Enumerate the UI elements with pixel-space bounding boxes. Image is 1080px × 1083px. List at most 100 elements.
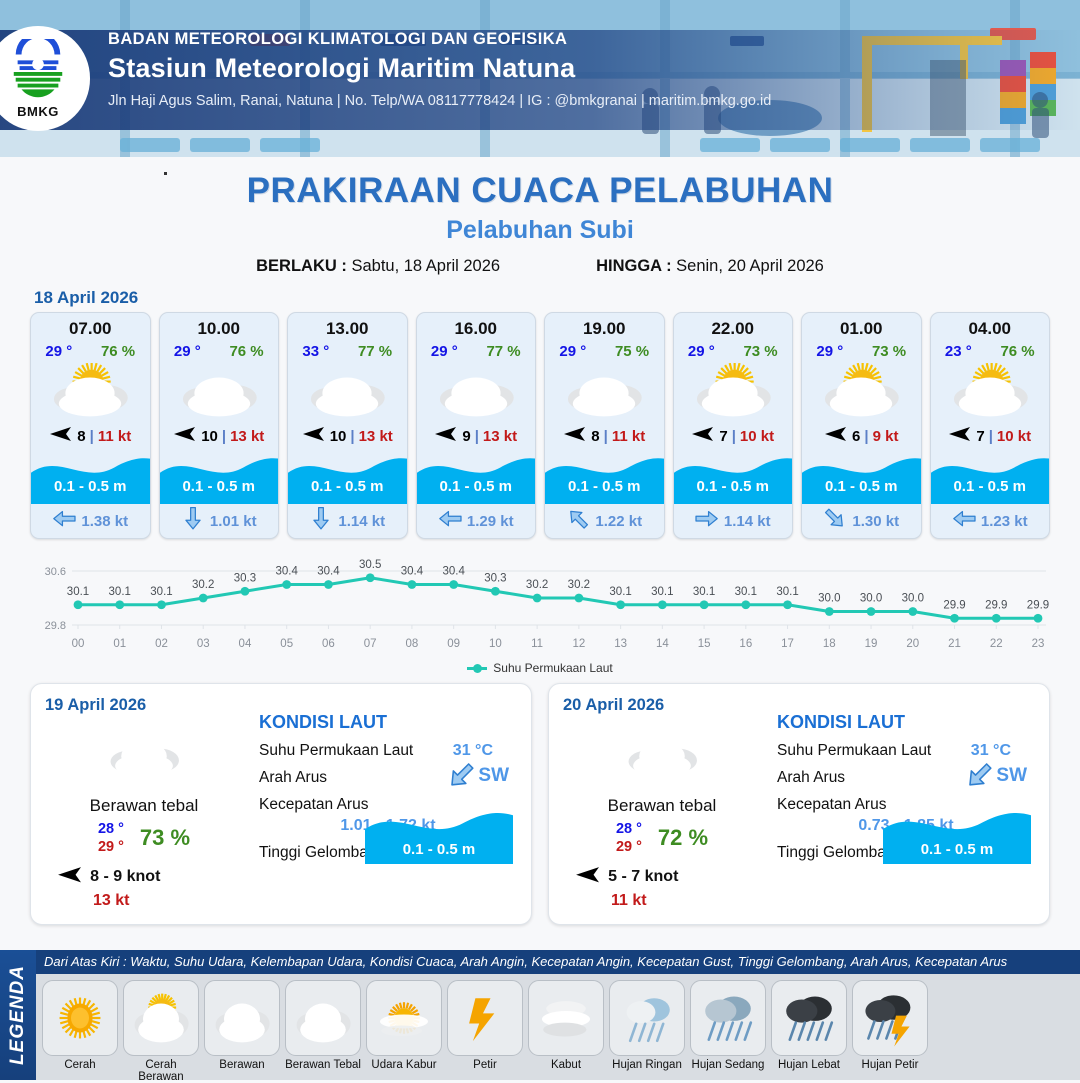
- forecast-time: 10.00: [160, 319, 279, 339]
- current-direction-arrow: [823, 510, 847, 531]
- legend-item-label: Berawan Tebal: [285, 1059, 361, 1071]
- svg-text:22: 22: [990, 638, 1003, 650]
- daily-forecast-panel[interactable]: 19 April 2026 Berawan tebal 28 ° 29 ° 73…: [30, 683, 532, 925]
- panel-temp-max: 29 °: [616, 838, 642, 856]
- legend-item: Kabut: [528, 980, 604, 1083]
- forecast-time: 16.00: [417, 319, 536, 339]
- svg-text:08: 08: [406, 638, 419, 650]
- contact-line: Jln Haji Agus Salim, Ranai, Natuna | No.…: [108, 93, 771, 109]
- current-direction-icon: [313, 507, 330, 531]
- svg-text:30.1: 30.1: [651, 586, 673, 598]
- gust-speed: 10 kt: [997, 428, 1031, 445]
- air-temperature: 23 °: [945, 343, 972, 360]
- wind-direction-arrow: [563, 426, 587, 446]
- wave-height-block: 0.1 - 0.5 m: [931, 452, 1050, 504]
- valid-from: BERLAKU : Sabtu, 18 April 2026: [256, 257, 500, 276]
- legend-item-label: Udara Kabur: [366, 1059, 442, 1071]
- wave-height-block: 0.1 - 0.5 m: [160, 452, 279, 504]
- legend-item-label: Berawan: [204, 1059, 280, 1071]
- svg-text:30.5: 30.5: [359, 559, 381, 571]
- forecast-card[interactable]: 01.00 29 ° 73 % 6 | 9 kt 0.1 - 0.5 m 1.3…: [801, 312, 922, 539]
- daily-forecast-panel[interactable]: 20 April 2026 Berawan tebal 28 ° 29 ° 72…: [548, 683, 1050, 925]
- svg-text:29.9: 29.9: [943, 599, 965, 611]
- current-direction-arrow: [438, 510, 462, 531]
- svg-text:30.1: 30.1: [776, 586, 798, 598]
- svg-text:19: 19: [865, 638, 878, 650]
- wind-direction-arrow: [302, 426, 326, 446]
- svg-text:30.3: 30.3: [484, 572, 506, 584]
- current-speed-label: Kecepatan Arus: [259, 796, 368, 813]
- forecast-card[interactable]: 16.00 29 ° 77 % 9 | 13 kt 0.1 - 0.5 m 1.…: [416, 312, 537, 539]
- svg-text:15: 15: [698, 638, 711, 650]
- gust-speed: 10 kt: [740, 428, 774, 445]
- wind-direction-icon: [691, 426, 715, 442]
- legend-item-label: Hujan Petir: [852, 1059, 928, 1071]
- legend-item-label: Petir: [447, 1059, 523, 1071]
- forecast-card[interactable]: 13.00 33 ° 77 % 10 | 13 kt 0.1 - 0.5 m 1…: [287, 312, 408, 539]
- wind-direction-icon: [563, 426, 587, 442]
- weather-condition-icon: [674, 362, 793, 422]
- legend-body: Dari Atas Kiri : Waktu, Suhu Udara, Kele…: [36, 950, 1080, 1080]
- header-text-block: BADAN METEOROLOGI KLIMATOLOGI DAN GEOFIS…: [108, 30, 771, 109]
- air-temperature: 29 °: [688, 343, 715, 360]
- current-direction-icon: [184, 507, 201, 531]
- panel-condition: Berawan tebal: [49, 796, 239, 816]
- svg-text:21: 21: [948, 638, 961, 650]
- forecast-time: 07.00: [31, 319, 150, 339]
- legend-icon-kabut: [528, 980, 604, 1056]
- legend-item: Hujan Ringan: [609, 980, 685, 1083]
- forecast-day-label: 18 April 2026: [34, 288, 1080, 308]
- wind-separator: |: [864, 428, 868, 445]
- svg-text:05: 05: [280, 638, 293, 650]
- svg-text:30.4: 30.4: [276, 566, 299, 578]
- legend-item-label: Hujan Ringan: [609, 1059, 685, 1071]
- forecast-card[interactable]: 04.00 23 ° 76 % 7 | 10 kt 0.1 - 0.5 m 1.…: [930, 312, 1051, 539]
- current-speed: 1.14 kt: [338, 513, 385, 530]
- current-direction-icon: [438, 510, 462, 527]
- svg-text:30.1: 30.1: [67, 586, 89, 598]
- forecast-card[interactable]: 22.00 29 ° 73 % 7 | 10 kt 0.1 - 0.5 m 1.…: [673, 312, 794, 539]
- wind-direction-arrow: [434, 426, 458, 446]
- forecast-card[interactable]: 19.00 29 ° 75 % 8 | 11 kt 0.1 - 0.5 m 1.…: [544, 312, 665, 539]
- humidity: 73 %: [743, 343, 777, 360]
- wind-direction-icon: [434, 426, 458, 442]
- legend-item-label: Kabut: [528, 1059, 604, 1071]
- panel-temp-min: 28 °: [98, 820, 124, 838]
- current-speed: 1.38 kt: [81, 513, 128, 530]
- humidity: 73 %: [872, 343, 906, 360]
- current-direction-icon: [952, 510, 976, 527]
- weather-condition-icon: [417, 362, 536, 422]
- panel-condition: Berawan tebal: [567, 796, 757, 816]
- gust-speed: 13 kt: [230, 428, 264, 445]
- current-direction-icon: [52, 510, 76, 527]
- validity-row: BERLAKU : Sabtu, 18 April 2026 HINGGA : …: [0, 257, 1080, 276]
- legend-item: Berawan: [204, 980, 280, 1083]
- wind-direction-icon: [575, 866, 601, 883]
- legend-icon-petir: [447, 980, 523, 1056]
- station-name: Stasiun Meteorologi Maritim Natuna: [108, 53, 771, 84]
- air-temperature: 29 °: [816, 343, 843, 360]
- gust-speed: 9 kt: [873, 428, 899, 445]
- svg-text:30.4: 30.4: [317, 566, 340, 578]
- panel-temp-max: 29 °: [98, 838, 124, 856]
- svg-text:29.9: 29.9: [985, 599, 1007, 611]
- current-direction-label: Arah Arus: [777, 769, 845, 786]
- wind-separator: |: [732, 428, 736, 445]
- wave-height: 0.1 - 0.5 m: [802, 478, 921, 495]
- wind-speed: 7: [976, 428, 984, 445]
- org-name: BADAN METEOROLOGI KLIMATOLOGI DAN GEOFIS…: [108, 30, 771, 49]
- sst-value: 31 °C: [971, 742, 1011, 760]
- current-direction-arrow: [52, 510, 76, 531]
- wave-height: 0.1 - 0.5 m: [545, 478, 664, 495]
- legend-item: Hujan Petir: [852, 980, 928, 1083]
- forecast-time: 01.00: [802, 319, 921, 339]
- legend-icon-hujan-sedang: [690, 980, 766, 1056]
- wind-separator: |: [604, 428, 608, 445]
- wave-height: 0.1 - 0.5 m: [674, 478, 793, 495]
- forecast-card[interactable]: 07.00 29 ° 76 % 8 | 11 kt 0.1 - 0.5 m 1.…: [30, 312, 151, 539]
- forecast-card[interactable]: 10.00 29 ° 76 % 10 | 13 kt 0.1 - 0.5 m 1…: [159, 312, 280, 539]
- current-direction-arrow: [181, 510, 205, 531]
- legend-item-label: Cerah: [42, 1059, 118, 1071]
- wind-speed: 10: [330, 428, 347, 445]
